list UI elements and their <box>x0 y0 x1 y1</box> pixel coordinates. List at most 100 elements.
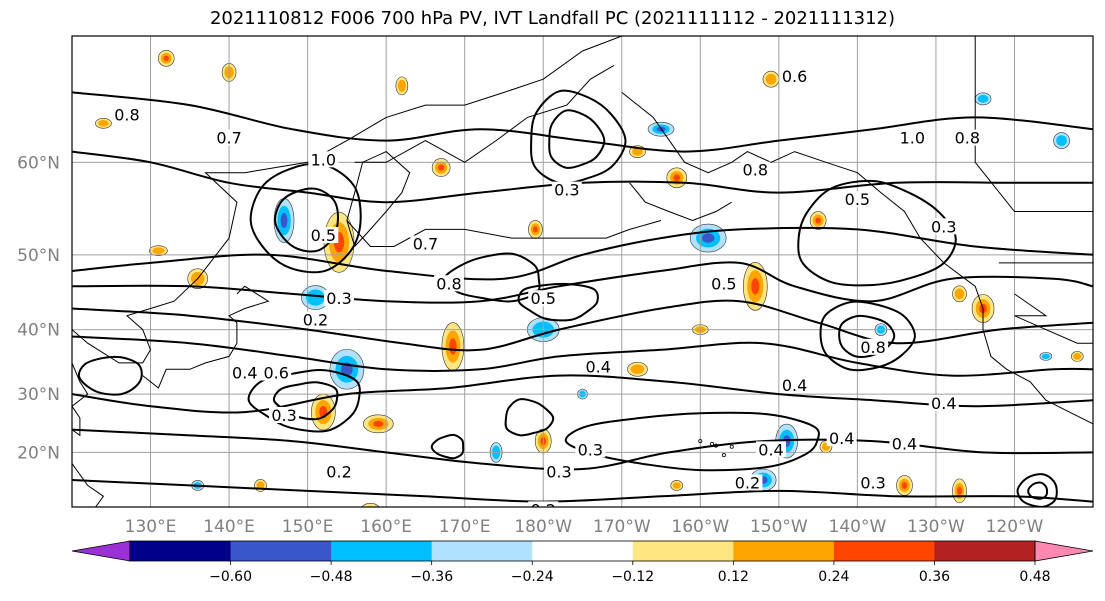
pv-contour-line <box>1027 481 1049 500</box>
pc-shaded-area <box>702 233 715 243</box>
contour-label-mask <box>779 68 810 85</box>
contour-label: 0.8 <box>114 105 139 124</box>
pc-shaded-area <box>901 482 908 489</box>
pv-contour-line <box>274 187 339 253</box>
pv-contour-line <box>548 109 606 169</box>
contour-label-mask <box>308 227 339 244</box>
pc-shaded-area <box>435 507 447 517</box>
contour-label-mask <box>732 474 763 491</box>
contour-label: 0.2 <box>303 311 328 330</box>
pv-contour-line <box>819 300 916 372</box>
pc-shaded-area <box>1056 135 1067 146</box>
contour-label-mask <box>889 435 920 452</box>
contour-label: 0.4 <box>758 440 783 459</box>
pv-contour-line <box>247 369 361 433</box>
colorbar-tick-label: 0.36 <box>919 569 950 585</box>
coastline <box>621 92 1093 425</box>
contour-label: 0.2 <box>326 463 351 482</box>
pc-shaded-area <box>630 364 645 374</box>
contour-label-mask <box>842 191 873 208</box>
pc-shaded-area <box>532 226 538 233</box>
contour-label: 0.4 <box>931 394 956 413</box>
coastline-layer <box>72 36 1093 507</box>
contour-label: 0.3 <box>931 217 956 236</box>
contour-label-mask <box>433 275 464 292</box>
pc-shaded-area <box>977 94 989 103</box>
contour-label: 0.7 <box>413 235 438 254</box>
pc-shaded-area <box>673 174 681 182</box>
pv-contour-line <box>517 282 599 322</box>
latitude-labels: 60°N 50°N 40°N 30°N 20°N <box>17 153 60 463</box>
colorbar-segment <box>431 541 533 561</box>
contour-label: 1.0 <box>900 129 925 148</box>
contour-label: 1.0 <box>311 150 336 169</box>
contour-label-mask <box>858 474 889 491</box>
latitude-tick-label: 30°N <box>17 385 60 405</box>
contour-label: 0.4 <box>232 364 257 383</box>
longitude-tick-label: 160°W <box>671 517 729 537</box>
colorbar-extend-high <box>1034 540 1094 562</box>
colorbar-segment <box>632 541 734 561</box>
longitude-labels: 130°E 140°E 150°E 160°E 170°E 180°W 170°W 160°W… <box>125 517 1044 537</box>
colorbar-tick-label: −0.36 <box>410 569 453 585</box>
pv-contour-line <box>72 374 1093 414</box>
contour-label-mask <box>528 290 559 307</box>
contour-label: 0.3 <box>860 473 885 492</box>
colorbar-segment <box>230 541 332 561</box>
colorbar-segment <box>331 541 433 561</box>
contour-label: 0.8 <box>743 161 768 180</box>
latitude-tick-label: 50°N <box>17 246 60 266</box>
longitude-tick-label: 140°E <box>203 517 255 537</box>
coastline <box>629 182 732 222</box>
contour-label-mask <box>897 129 928 146</box>
pc-shaded-area <box>632 147 643 156</box>
pv-contour-line <box>249 162 362 274</box>
longitude-tick-label: 130°W <box>907 517 965 537</box>
colorbar: −0.60 −0.48 −0.36 −0.24 −0.12 0.12 0.24 0.36 0.4… <box>71 540 1094 585</box>
longitude-tick-label: 150°E <box>282 517 334 537</box>
contour-label: 0.8 <box>860 338 885 357</box>
pc-shaded-area <box>280 213 288 229</box>
pc-shaded-area <box>163 55 169 62</box>
colorbar-segment <box>532 541 634 561</box>
pv-contour-line <box>504 398 555 437</box>
coastline <box>346 220 662 247</box>
contour-label: 0.8 <box>436 274 461 293</box>
colorbar-tick-label: 0.12 <box>718 569 749 585</box>
colorbar-tick-label: −0.24 <box>511 569 554 585</box>
pv-contour-layer <box>72 89 1093 507</box>
longitude-tick-label: 130°E <box>125 517 177 537</box>
pv-contour-line <box>72 91 1093 153</box>
coastline <box>346 151 411 247</box>
contour-label: 0.8 <box>955 129 980 148</box>
contour-label: 0.6 <box>263 364 288 383</box>
island <box>721 453 726 458</box>
contour-label: 0.4 <box>585 357 610 376</box>
pv-contour-line <box>72 261 1093 304</box>
contour-label-mask <box>300 311 331 328</box>
pc-shaded-area <box>823 510 830 515</box>
pc-shaded-area <box>438 164 445 171</box>
pc-shaded-area <box>954 288 965 300</box>
contour-label-mask <box>324 290 355 307</box>
longitude-tick-label: 180°W <box>514 517 572 537</box>
contour-label: 0.4 <box>782 376 807 395</box>
contour-label: 0.2 <box>531 500 556 519</box>
contour-label: 0.5 <box>531 289 556 308</box>
contour-label-mask <box>551 181 582 198</box>
pc-shaded-area <box>437 509 445 516</box>
contour-label-mask <box>858 338 889 355</box>
pc-shaded-area <box>361 503 380 507</box>
pc-shaded-area <box>306 289 325 306</box>
contour-label: 0.3 <box>578 440 603 459</box>
pc-shaded-area <box>256 481 265 490</box>
contour-label-mask <box>528 501 559 507</box>
pc-shaded-area <box>815 217 821 224</box>
contour-label-mask <box>543 463 574 480</box>
pv-contour-line <box>72 299 1093 352</box>
contour-label: 0.5 <box>845 190 870 209</box>
longitude-tick-label: 170°E <box>439 517 491 537</box>
pv-contour-line <box>77 355 143 396</box>
pv-contour-line <box>72 335 1093 377</box>
